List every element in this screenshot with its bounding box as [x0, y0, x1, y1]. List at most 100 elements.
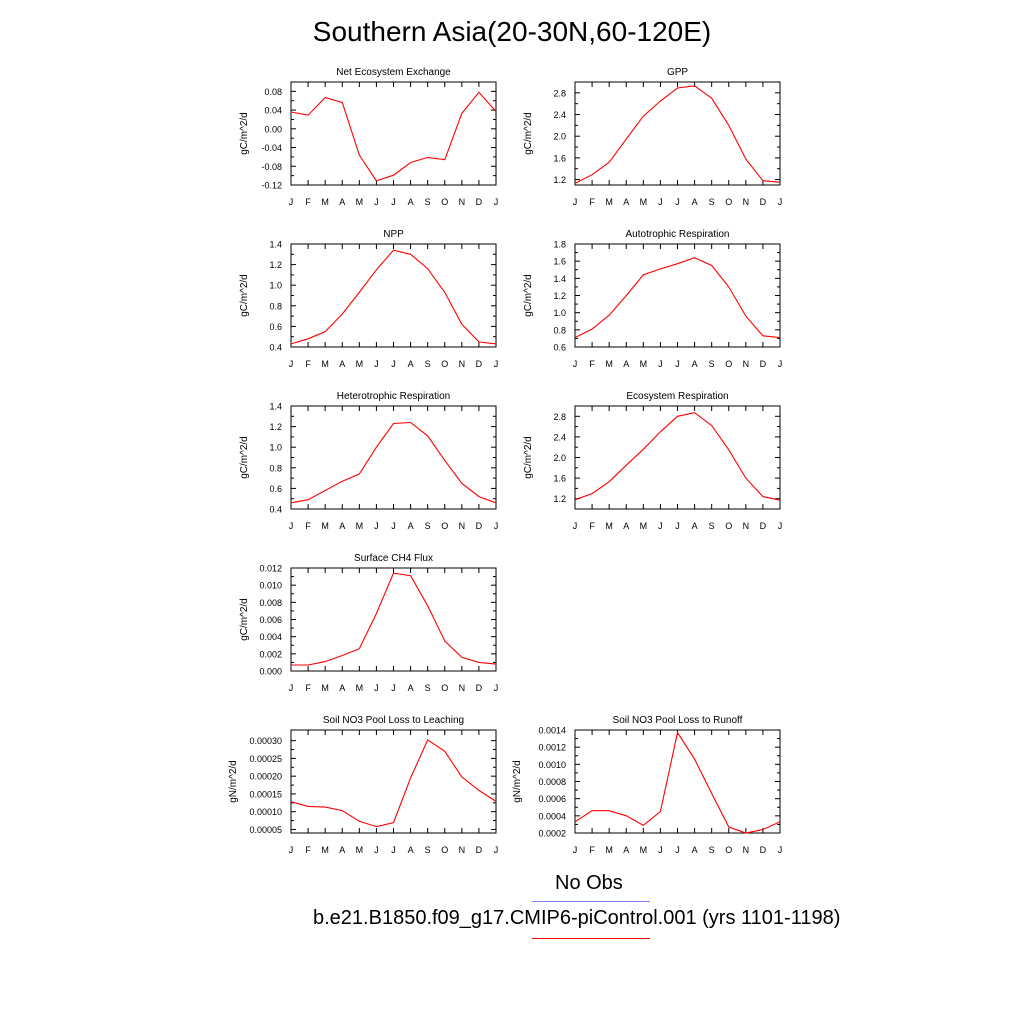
panel-3-ytick-label: 0.8	[269, 301, 282, 311]
panel-9-ytick-label: 0.0004	[538, 811, 566, 821]
panel-3-xtick-label: A	[408, 359, 414, 369]
panel-3-xtick-label: J	[494, 359, 499, 369]
panel-1-xtick-label: M	[321, 197, 329, 207]
panel-5-ytick-label: 1.4	[269, 402, 282, 412]
panel-7-ytick-label: 0.010	[259, 581, 282, 591]
panel-7-xtick-label: A	[408, 683, 414, 693]
panel-6-xtick-label: A	[692, 521, 698, 531]
panel-4-ytick-label: 1.4	[553, 274, 566, 284]
panel-8-ytick-label: 0.00005	[249, 825, 282, 835]
panel-9-ytick-label: 0.0014	[538, 726, 566, 736]
panel-1: J F M A M J J A S O N D J-0.12-0.08-0.040.000.040.08…	[239, 67, 498, 207]
panel-8-xtick-label: S	[425, 845, 431, 855]
panel-8-xtick-label: A	[408, 845, 414, 855]
panel-1-ytick-label: 0.08	[264, 87, 282, 97]
panel-7-ytick-label: 0.002	[259, 649, 282, 659]
panel-3-title: NPP	[383, 229, 404, 240]
panel-4-xtick-label: J	[778, 359, 783, 369]
panel-4-xtick-label: F	[589, 359, 595, 369]
panel-5-xtick-label: D	[476, 521, 483, 531]
panel-7-xtick-label: J	[494, 683, 499, 693]
panel-1-xtick-label: J	[374, 197, 379, 207]
panel-2-xtick-label: S	[709, 197, 715, 207]
panel-6-xtick-label: A	[623, 521, 629, 531]
legend-obs-label: No Obs	[555, 872, 623, 894]
panel-4-ylabel: gC/m^2/d	[523, 274, 534, 317]
panel-3-xtick-label: N	[459, 359, 466, 369]
panel-1-xtick-label: J	[391, 197, 396, 207]
panel-8-ytick-label: 0.00015	[249, 789, 282, 799]
panel-8-xtick-label: F	[305, 845, 311, 855]
panel-1-ytick-label: 0.00	[264, 124, 282, 134]
panel-6-ylabel: gC/m^2/d	[523, 436, 534, 479]
panel-6-ytick-label: 1.6	[553, 474, 566, 484]
panel-5-xtick-label: J	[494, 521, 499, 531]
panel-5-ytick-label: 0.6	[269, 484, 282, 494]
panel-1-ytick-label: 0.04	[264, 106, 282, 116]
panel-3-xtick-label: M	[321, 359, 329, 369]
panel-7-ytick-label: 0.000	[259, 667, 282, 677]
panel-7-xtick-label: N	[459, 683, 466, 693]
panel-6-xtick-label: J	[573, 521, 578, 531]
panel-7-ytick-label: 0.004	[259, 632, 282, 642]
panel-4-ytick-label: 1.6	[553, 257, 566, 267]
panel-9-xtick-label: J	[658, 845, 663, 855]
panel-4-title: Autotrophic Respiration	[626, 229, 730, 240]
panel-7-xtick-label: J	[289, 683, 294, 693]
panel-9: J F M A M J J A S O N D J0.00020.00040.00060.00080.0…	[512, 715, 782, 855]
panel-4-xtick-label: J	[573, 359, 578, 369]
panel-6-xtick-label: F	[589, 521, 595, 531]
panel-8-ylabel: gN/m^2/d	[228, 760, 239, 803]
panel-5-frame	[290, 405, 497, 510]
panel-6-ytick-label: 2.0	[553, 453, 566, 463]
panel-9-xtick-label: A	[692, 845, 698, 855]
panel-9-xtick-label: O	[725, 845, 732, 855]
panel-2-ytick-label: 1.6	[553, 153, 566, 163]
panel-6-xtick-label: M	[605, 521, 613, 531]
panel-8: J F M A M J J A S O N D J0.000050.000100.000150.0002…	[228, 715, 498, 855]
panel-7-xtick-label: M	[356, 683, 364, 693]
panel-3-ytick-label: 1.2	[269, 260, 282, 270]
panel-8-xtick-label: D	[476, 845, 483, 855]
panel-7-xtick-label: M	[321, 683, 329, 693]
panel-4-xtick-label: J	[658, 359, 663, 369]
panel-7-xtick-label: S	[425, 683, 431, 693]
panel-4-xtick-label: O	[725, 359, 732, 369]
panel-7-xtick-label: J	[374, 683, 379, 693]
panel-8-xtick-label: O	[441, 845, 448, 855]
panel-8-xtick-label: J	[391, 845, 396, 855]
panel-1-frame	[290, 81, 497, 186]
panel-8-frame	[290, 729, 497, 834]
panel-5-xtick-label: S	[425, 521, 431, 531]
panel-8-ytick-label: 0.00020	[249, 772, 282, 782]
panel-2-frame	[574, 81, 781, 186]
panel-1-xtick-label: A	[339, 197, 345, 207]
panel-1-ytick-label: -0.08	[261, 162, 282, 172]
panel-7-series-line	[291, 572, 497, 666]
panel-5-ytick-label: 1.0	[269, 443, 282, 453]
panel-5-ytick-label: 0.8	[269, 463, 282, 473]
panel-9-xtick-label: J	[778, 845, 783, 855]
panel-4-frame	[574, 243, 781, 348]
panel-5-xtick-label: J	[374, 521, 379, 531]
panel-7-ytick-label: 0.012	[259, 564, 282, 574]
panel-5-xtick-label: M	[356, 521, 364, 531]
panel-9-xtick-label: D	[760, 845, 767, 855]
panel-2-ylabel: gC/m^2/d	[523, 112, 534, 155]
panel-1-xtick-label: M	[356, 197, 364, 207]
panel-6-xtick-label: D	[760, 521, 767, 531]
panel-9-ytick-label: 0.0008	[538, 777, 566, 787]
legend-model-label: b.e21.B1850.f09_g17.CMIP6-piControl.001 …	[313, 907, 841, 929]
panel-5-xtick-label: J	[289, 521, 294, 531]
panel-6-ytick-label: 2.8	[553, 412, 566, 422]
panel-9-ytick-label: 0.0002	[538, 829, 566, 839]
panel-7-xtick-label: J	[391, 683, 396, 693]
panel-5-series-line	[290, 421, 497, 504]
panel-4-ytick-label: 0.6	[553, 343, 566, 353]
panel-5-xtick-label: O	[441, 521, 448, 531]
panel-8-xtick-label: M	[356, 845, 364, 855]
panel-6-xtick-label: J	[658, 521, 663, 531]
panel-2-xtick-label: J	[573, 197, 578, 207]
panel-1-title: Net Ecosystem Exchange	[336, 67, 451, 78]
